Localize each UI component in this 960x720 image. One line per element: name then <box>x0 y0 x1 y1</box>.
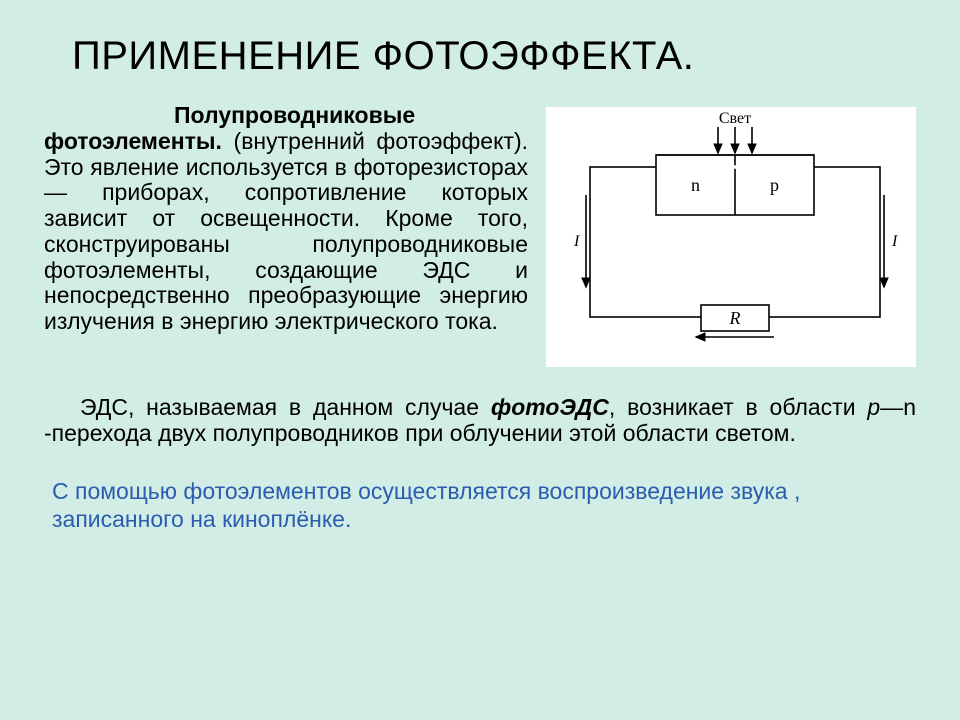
svg-text:Свет: Свет <box>719 110 751 127</box>
top-row: Полупроводниковые фотоэлементы. (внутрен… <box>44 103 916 367</box>
para2-photoeds: фотоЭДС <box>491 394 609 420</box>
svg-text:n: n <box>691 175 700 195</box>
svg-text:I: I <box>573 233 580 250</box>
svg-text:p: p <box>770 175 779 195</box>
paragraph-1: Полупроводниковые фотоэлементы. (внутрен… <box>44 103 528 335</box>
paragraph-2: ЭДС, называемая в данном случае фотоЭДС,… <box>44 395 916 447</box>
svg-text:R: R <box>729 308 741 328</box>
svg-text:I: I <box>891 233 898 250</box>
paragraph-3: С помощью фотоэлементов осуществляется в… <box>52 477 892 535</box>
para2-p: р— <box>867 394 903 420</box>
page-title: ПРИМЕНЕНИЕ ФОТОЭФФЕКТА. <box>72 34 916 79</box>
para2-t1: ЭДС, называемая в данном случае <box>80 394 491 420</box>
para1-rest: (внутренний фотоэффект). Это явление исп… <box>44 128 528 334</box>
para2-t3: , возникает в области <box>609 394 867 420</box>
pn-junction-circuit-diagram: n p R Свет I I <box>546 107 916 367</box>
